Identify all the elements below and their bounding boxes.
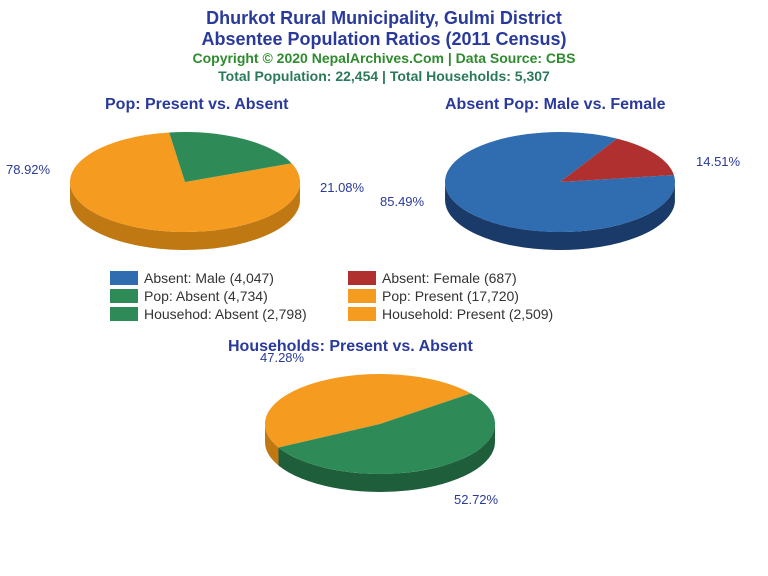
legend-row: Absent: Male (4,047) Absent: Female (687)… <box>110 270 670 324</box>
totals-line: Total Population: 22,454 | Total Househo… <box>0 68 768 84</box>
legend: Absent: Male (4,047) Absent: Female (687)… <box>110 270 670 324</box>
legend-item: Pop: Absent (4,734) <box>110 288 330 304</box>
chart2-pie <box>430 118 690 268</box>
legend-item: Absent: Female (687) <box>348 270 568 286</box>
chart2-svg <box>430 118 690 268</box>
chart1-label-absent: 21.08% <box>320 180 364 195</box>
legend-item: Household: Present (2,509) <box>348 306 568 322</box>
legend-text: Absent: Male (4,047) <box>144 270 274 286</box>
legend-swatch <box>348 289 376 303</box>
chart1-title: Pop: Present vs. Absent <box>105 96 288 114</box>
legend-swatch <box>110 271 138 285</box>
chart2-title: Absent Pop: Male vs. Female <box>445 96 666 114</box>
chart3-pie <box>250 360 510 510</box>
legend-item: Househod: Absent (2,798) <box>110 306 330 322</box>
legend-text: Household: Present (2,509) <box>382 306 553 322</box>
chart1-svg <box>55 118 315 268</box>
title-line2: Absentee Population Ratios (2011 Census) <box>0 29 768 50</box>
chart3-label-present: 47.28% <box>260 350 304 365</box>
legend-swatch <box>110 307 138 321</box>
legend-item: Pop: Present (17,720) <box>348 288 568 304</box>
legend-text: Pop: Absent (4,734) <box>144 288 268 304</box>
chart3-svg <box>250 360 510 510</box>
chart-area: Pop: Present vs. Absent 78.92% 21.08% Ab… <box>0 84 768 564</box>
subtitle: Copyright © 2020 NepalArchives.Com | Dat… <box>0 50 768 66</box>
legend-text: Absent: Female (687) <box>382 270 517 286</box>
chart2-label-male: 85.49% <box>380 194 424 209</box>
chart3-label-absent: 52.72% <box>454 492 498 507</box>
chart1-pie <box>55 118 315 268</box>
legend-swatch <box>110 289 138 303</box>
chart2-label-female: 14.51% <box>696 154 740 169</box>
legend-item: Absent: Male (4,047) <box>110 270 330 286</box>
legend-text: Pop: Present (17,720) <box>382 288 519 304</box>
legend-text: Househod: Absent (2,798) <box>144 306 307 322</box>
title-line1: Dhurkot Rural Municipality, Gulmi Distri… <box>0 8 768 29</box>
legend-swatch <box>348 271 376 285</box>
legend-swatch <box>348 307 376 321</box>
chart1-label-present: 78.92% <box>6 162 50 177</box>
